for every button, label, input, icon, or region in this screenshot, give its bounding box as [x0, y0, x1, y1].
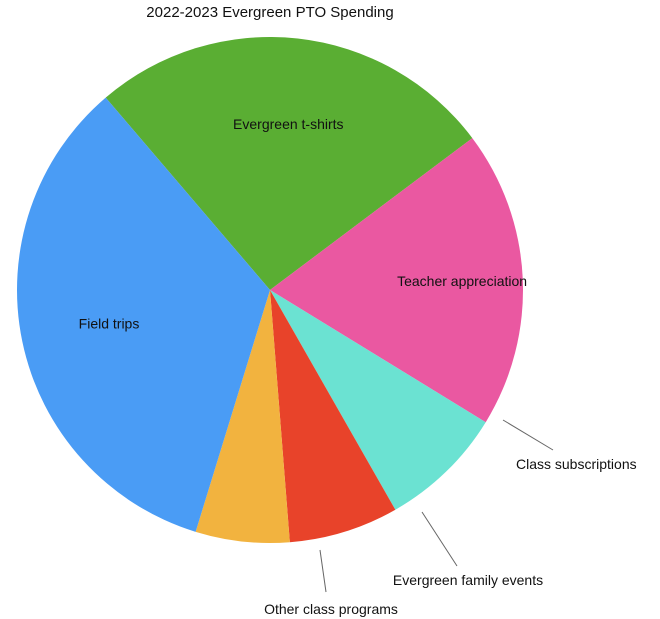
slice-label-field-trips: Field trips — [79, 315, 140, 331]
slice-label-teacher-appreciation: Teacher appreciation — [397, 273, 527, 289]
leader-line-evergreen-family-events — [421, 511, 458, 567]
pie-slice-field-trips — [16, 97, 270, 532]
leader-line-other-class-programs — [319, 549, 327, 593]
leader-line-class-subscriptions — [502, 419, 554, 451]
pie-slice-evergreen-family-events — [270, 290, 396, 543]
pie-slice-teacher-appreciation — [270, 138, 524, 423]
slice-label-evergreen-t-shirts: Evergreen t-shirts — [233, 116, 343, 132]
pie-slice-other-class-programs — [195, 290, 290, 544]
slice-label-evergreen-family-events: Evergreen family events — [393, 572, 543, 588]
chart-title: 2022-2023 Evergreen PTO Spending — [146, 4, 394, 21]
pie-slice-evergreen-t-shirts — [105, 37, 473, 290]
slice-label-class-subscriptions: Class subscriptions — [516, 456, 637, 472]
slice-label-other-class-programs: Other class programs — [264, 601, 398, 617]
pie-slice-class-subscriptions — [270, 290, 486, 510]
